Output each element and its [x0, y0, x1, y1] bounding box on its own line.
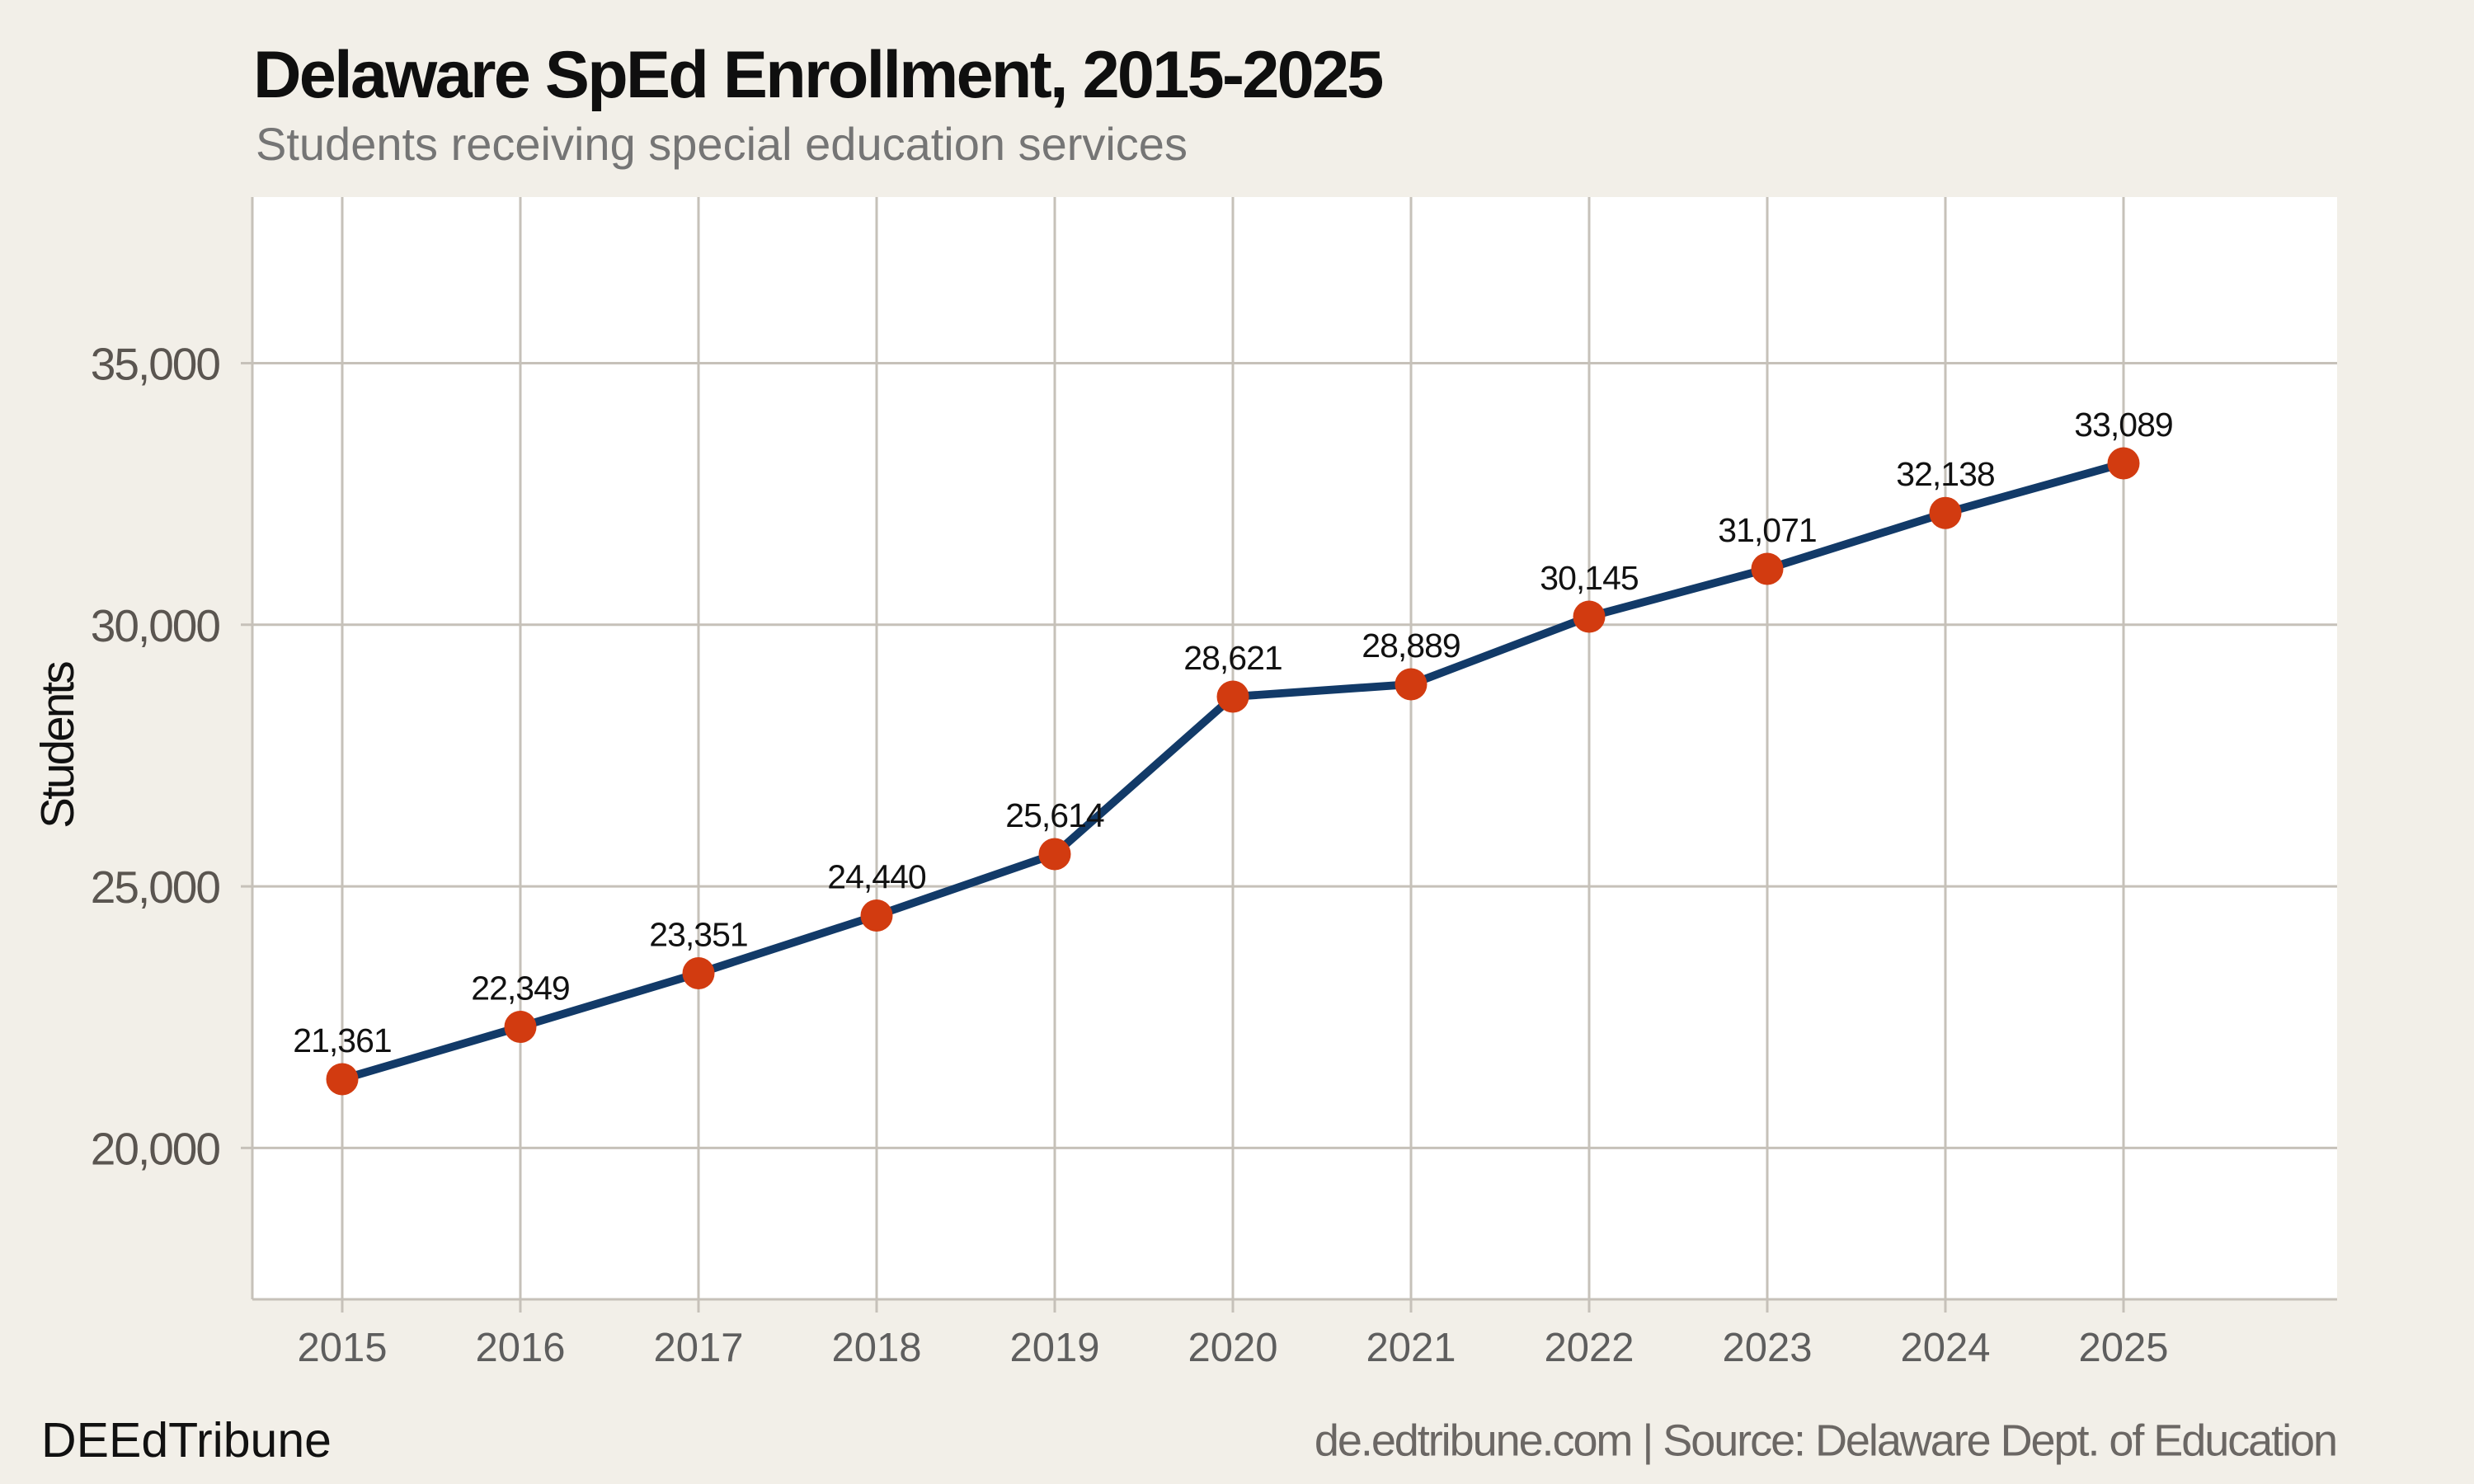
svg-text:2016: 2016	[475, 1326, 565, 1370]
svg-text:20,000: 20,000	[91, 1123, 220, 1174]
svg-text:2023: 2023	[1722, 1326, 1812, 1370]
svg-text:32,138: 32,138	[1896, 455, 1995, 493]
svg-text:DEEdTribune: DEEdTribune	[41, 1413, 332, 1468]
svg-text:30,145: 30,145	[1540, 559, 1639, 597]
svg-text:28,889: 28,889	[1362, 627, 1460, 665]
svg-text:2025: 2025	[2078, 1326, 2168, 1370]
svg-text:2019: 2019	[1009, 1326, 1099, 1370]
svg-text:31,071: 31,071	[1718, 511, 1816, 549]
svg-text:25,000: 25,000	[91, 862, 220, 913]
svg-text:2021: 2021	[1366, 1326, 1456, 1370]
svg-text:2017: 2017	[653, 1326, 743, 1370]
svg-text:2018: 2018	[831, 1326, 921, 1370]
svg-text:2020: 2020	[1188, 1326, 1277, 1370]
svg-text:Students receiving special edu: Students receiving special education ser…	[256, 118, 1188, 170]
svg-text:24,440: 24,440	[827, 858, 926, 896]
svg-text:Delaware SpEd Enrollment, 2015: Delaware SpEd Enrollment, 2015-2025	[253, 38, 1382, 112]
svg-text:35,000: 35,000	[91, 339, 220, 390]
svg-text:28,621: 28,621	[1183, 639, 1282, 677]
svg-text:2024: 2024	[1900, 1326, 1990, 1370]
svg-text:de.edtribune.com | Source: Del: de.edtribune.com | Source: Delaware Dept…	[1315, 1416, 2336, 1466]
svg-text:33,089: 33,089	[2074, 406, 2172, 444]
svg-text:23,351: 23,351	[649, 916, 747, 954]
svg-text:2015: 2015	[297, 1326, 387, 1370]
svg-text:22,349: 22,349	[471, 970, 569, 1007]
svg-text:21,361: 21,361	[293, 1021, 391, 1059]
svg-text:25,614: 25,614	[1005, 796, 1104, 834]
svg-text:2022: 2022	[1544, 1326, 1634, 1370]
svg-text:30,000: 30,000	[91, 600, 220, 651]
svg-text:Students: Students	[31, 662, 83, 829]
